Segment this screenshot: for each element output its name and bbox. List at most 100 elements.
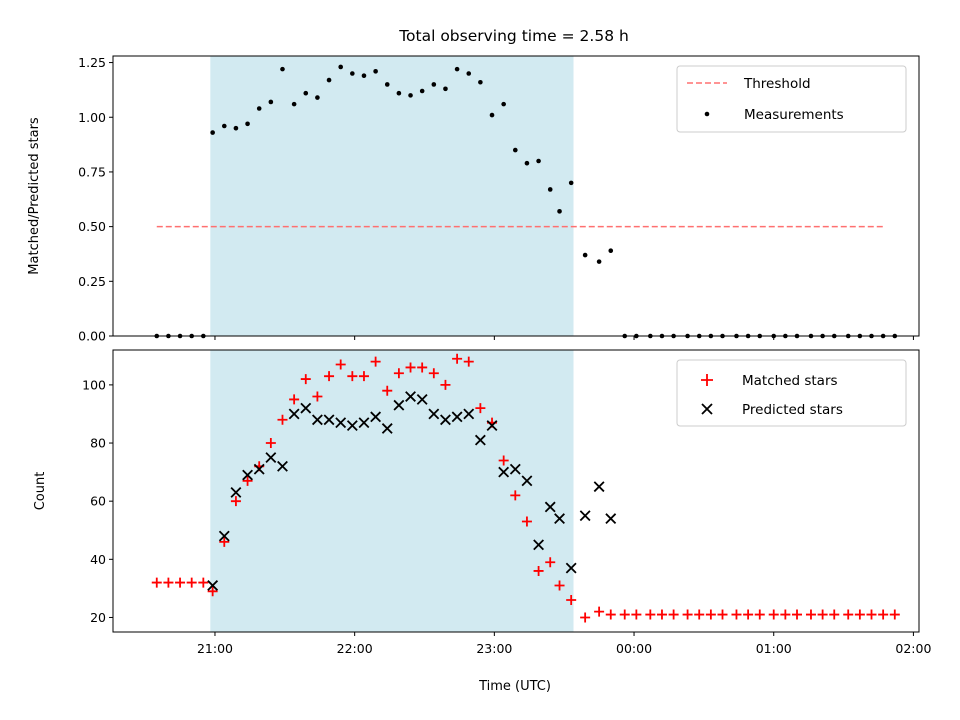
- matched-star-point: [866, 609, 877, 620]
- measurement-point: [536, 158, 541, 164]
- y-tick-label: 100: [82, 377, 106, 392]
- top-legend-box: [676, 65, 907, 133]
- matched-star-point: [277, 414, 288, 425]
- measurement-point: [547, 187, 553, 192]
- measurement-point: [396, 90, 402, 96]
- matched-star-point: [805, 609, 816, 620]
- legend-label-measurements: Measurements: [744, 107, 844, 123]
- y-tick-label: 0.50: [78, 219, 106, 234]
- matched-star-point: [754, 609, 765, 620]
- predicted-star-point: [509, 463, 521, 475]
- matched-star-point: [731, 609, 742, 620]
- y-tick-label: 1.25: [78, 55, 106, 70]
- matched-star-point: [452, 353, 463, 364]
- matched-star-point: [312, 391, 323, 402]
- x-axis-label: Time (UTC): [478, 679, 551, 694]
- matched-star-point: [324, 371, 335, 382]
- x-tick-label: 01:00: [756, 641, 792, 656]
- measurement-point: [419, 88, 425, 94]
- predicted-star-point: [554, 513, 565, 525]
- matched-star-point: [780, 609, 791, 620]
- measurements-legend-marker: [704, 111, 710, 117]
- predicted-star-point: [323, 414, 335, 426]
- matched-star-point: [605, 609, 616, 620]
- matched-star-point: [289, 394, 300, 405]
- predicted-star-point: [533, 539, 545, 551]
- matched-star-point: [878, 609, 889, 620]
- predicted-star-point: [498, 466, 510, 478]
- bottom-panel: 20 40 60 80 100 21:00 22:00 23:00 00:00 01:00 02:…: [33, 349, 931, 694]
- measurement-point: [466, 71, 472, 76]
- measurement-point: [373, 69, 378, 74]
- bottom-y-ticks: 20 40 60 80 100: [82, 377, 113, 625]
- measurement-point: [350, 71, 355, 76]
- matched-star-point: [580, 612, 591, 623]
- measurement-point: [256, 106, 262, 111]
- matched-star-point: [198, 577, 209, 588]
- measurement-point: [513, 147, 518, 153]
- measurement-point: [568, 180, 574, 186]
- x-tick-label: 21:00: [197, 641, 233, 656]
- measurement-point: [221, 123, 227, 129]
- matched-star-point: [594, 606, 605, 617]
- legend-label-predicted: Predicted stars: [742, 402, 843, 418]
- predicted-star-point: [358, 417, 370, 429]
- y-tick-label: 80: [90, 436, 106, 451]
- measurement-point: [326, 77, 332, 83]
- predicted-star-point: [346, 420, 358, 432]
- matched-star-point: [817, 609, 828, 620]
- matched-star-point: [498, 455, 509, 466]
- predicted-star-point: [605, 513, 617, 525]
- predicted-star-point: [288, 408, 300, 420]
- matched-star-point: [656, 609, 667, 620]
- matched-star-point: [428, 368, 439, 379]
- top-y-axis-label: Matched/Predicted stars: [27, 117, 42, 275]
- matched-star-point: [566, 595, 577, 606]
- matched-star-point: [405, 362, 416, 373]
- bottom-x-ticks: 21:00 22:00 23:00 00:00 01:00 02:00: [197, 632, 931, 656]
- measurement-point: [524, 160, 530, 166]
- bottom-axes-frame: [112, 349, 920, 633]
- measurement-point: [582, 252, 588, 258]
- matched-star-point: [510, 490, 521, 501]
- y-tick-label: 0.25: [78, 274, 106, 289]
- matched-star-point: [382, 385, 393, 396]
- matched-star-point: [393, 368, 404, 379]
- matched-star-point: [475, 403, 486, 414]
- measurement-point: [291, 101, 297, 107]
- top-y-ticks: 0.00 0.25 0.50 0.75 1.00 1.25: [78, 55, 113, 344]
- observing-window-span: [210, 56, 574, 336]
- predicted-legend-marker: [701, 403, 713, 415]
- matched-star-point: [440, 379, 451, 390]
- predicted-star-point: [593, 481, 605, 493]
- predicted-star-point: [451, 411, 463, 423]
- matched-star-point: [207, 586, 218, 597]
- matched-star-point: [463, 356, 474, 367]
- predicted-star-point: [300, 402, 312, 414]
- matched-star-point: [417, 362, 428, 373]
- measurement-point: [245, 121, 250, 127]
- matched-star-point: [717, 609, 728, 620]
- predicted-star-point: [486, 420, 498, 432]
- measurement-point: [361, 73, 367, 78]
- matched-star-point: [768, 609, 779, 620]
- predicted-star-point: [405, 391, 416, 402]
- bottom-legend-box: [676, 359, 907, 427]
- predicted-star-point: [521, 475, 533, 487]
- matched-star-point: [682, 609, 693, 620]
- matched-star-point: [619, 609, 630, 620]
- y-tick-label: 40: [90, 552, 106, 567]
- predicted-star-point: [579, 510, 591, 522]
- matched-star-point: [533, 565, 544, 576]
- matched-star-point: [163, 577, 174, 588]
- bottom-y-axis-label: Count: [33, 472, 48, 511]
- matched-star-point: [347, 371, 358, 382]
- matched-star-point: [631, 609, 642, 620]
- x-tick-label: 22:00: [337, 641, 373, 656]
- y-tick-label: 60: [90, 494, 106, 509]
- measurement-point: [268, 99, 274, 105]
- measurement-point: [384, 82, 390, 87]
- predicted-star-point: [265, 452, 277, 464]
- matched-star-point: [743, 609, 754, 620]
- x-tick-label: 00:00: [616, 641, 652, 656]
